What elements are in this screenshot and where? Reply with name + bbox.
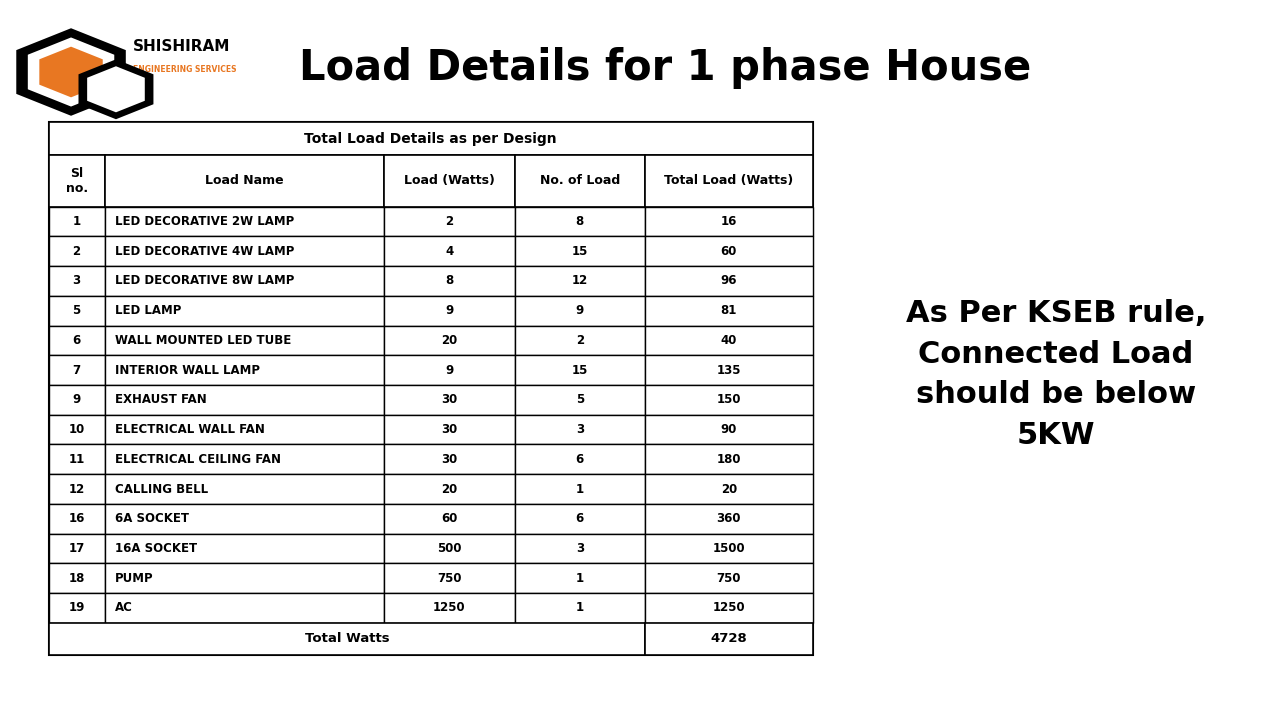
Text: 7: 7 bbox=[73, 364, 81, 377]
Text: 8: 8 bbox=[445, 274, 453, 287]
Polygon shape bbox=[28, 37, 114, 107]
Text: LED LAMP: LED LAMP bbox=[115, 304, 182, 318]
Text: 1: 1 bbox=[576, 601, 584, 614]
Text: 6A SOCKET: 6A SOCKET bbox=[115, 512, 188, 526]
Text: ELECTRICAL WALL FAN: ELECTRICAL WALL FAN bbox=[115, 423, 265, 436]
Polygon shape bbox=[78, 59, 154, 120]
Text: 2: 2 bbox=[445, 215, 453, 228]
Text: 1250: 1250 bbox=[433, 601, 466, 614]
Text: 90: 90 bbox=[721, 423, 737, 436]
Text: WALL MOUNTED LED TUBE: WALL MOUNTED LED TUBE bbox=[115, 334, 291, 347]
Text: As Per KSEB rule,
Connected Load
should be below
5KW: As Per KSEB rule, Connected Load should … bbox=[906, 299, 1206, 450]
Text: 500: 500 bbox=[436, 542, 462, 555]
Text: 16A SOCKET: 16A SOCKET bbox=[115, 542, 197, 555]
Polygon shape bbox=[40, 47, 102, 97]
Text: LED DECORATIVE 2W LAMP: LED DECORATIVE 2W LAMP bbox=[115, 215, 294, 228]
Text: 1: 1 bbox=[73, 215, 81, 228]
Text: 1: 1 bbox=[576, 572, 584, 585]
Text: 1500: 1500 bbox=[713, 542, 745, 555]
Text: 12: 12 bbox=[68, 482, 84, 495]
Text: 16: 16 bbox=[68, 512, 84, 526]
Text: 11: 11 bbox=[68, 453, 84, 466]
Text: 135: 135 bbox=[717, 364, 741, 377]
Text: 360: 360 bbox=[717, 512, 741, 526]
Text: 30: 30 bbox=[442, 423, 457, 436]
Text: 20: 20 bbox=[442, 482, 457, 495]
Text: SHISHIRAM: SHISHIRAM bbox=[133, 39, 230, 54]
Text: 2: 2 bbox=[73, 245, 81, 258]
Text: No. of Load: No. of Load bbox=[540, 174, 620, 187]
Text: 12: 12 bbox=[572, 274, 588, 287]
Text: LED DECORATIVE 4W LAMP: LED DECORATIVE 4W LAMP bbox=[115, 245, 294, 258]
Text: 20: 20 bbox=[721, 482, 737, 495]
Text: 60: 60 bbox=[442, 512, 457, 526]
Text: 30: 30 bbox=[442, 453, 457, 466]
Text: 18: 18 bbox=[68, 572, 84, 585]
Text: 8: 8 bbox=[576, 215, 584, 228]
Text: 60: 60 bbox=[721, 245, 737, 258]
Text: 19: 19 bbox=[68, 601, 84, 614]
Text: 9: 9 bbox=[445, 364, 453, 377]
Text: 750: 750 bbox=[717, 572, 741, 585]
Text: 81: 81 bbox=[721, 304, 737, 318]
Text: Total Load (Watts): Total Load (Watts) bbox=[664, 174, 794, 187]
Text: 6: 6 bbox=[576, 512, 584, 526]
Text: 15: 15 bbox=[572, 364, 588, 377]
Text: Sl
no.: Sl no. bbox=[65, 167, 87, 194]
Text: 180: 180 bbox=[717, 453, 741, 466]
Text: 1250: 1250 bbox=[713, 601, 745, 614]
Text: 3: 3 bbox=[73, 274, 81, 287]
Text: 17: 17 bbox=[68, 542, 84, 555]
Text: 4728: 4728 bbox=[710, 632, 748, 646]
Text: 16: 16 bbox=[721, 215, 737, 228]
Text: 6: 6 bbox=[576, 453, 584, 466]
Text: 40: 40 bbox=[721, 334, 737, 347]
Text: 5: 5 bbox=[73, 304, 81, 318]
Text: 96: 96 bbox=[721, 274, 737, 287]
Text: EXHAUST FAN: EXHAUST FAN bbox=[115, 393, 206, 406]
Text: PUMP: PUMP bbox=[115, 572, 154, 585]
Text: 20: 20 bbox=[442, 334, 457, 347]
Text: 3: 3 bbox=[576, 423, 584, 436]
Text: 9: 9 bbox=[576, 304, 584, 318]
Text: 2: 2 bbox=[576, 334, 584, 347]
Text: Total Load Details as per Design: Total Load Details as per Design bbox=[305, 132, 557, 145]
Text: 5: 5 bbox=[576, 393, 584, 406]
Text: AC: AC bbox=[115, 601, 133, 614]
Text: 10: 10 bbox=[68, 423, 84, 436]
Text: 30: 30 bbox=[442, 393, 457, 406]
Text: Load (Watts): Load (Watts) bbox=[404, 174, 495, 187]
Text: 6: 6 bbox=[73, 334, 81, 347]
Text: 9: 9 bbox=[73, 393, 81, 406]
Text: 15: 15 bbox=[572, 245, 588, 258]
Text: 1: 1 bbox=[576, 482, 584, 495]
Text: INTERIOR WALL LAMP: INTERIOR WALL LAMP bbox=[115, 364, 260, 377]
Polygon shape bbox=[87, 66, 145, 112]
Text: 750: 750 bbox=[436, 572, 462, 585]
Text: 150: 150 bbox=[717, 393, 741, 406]
Text: 9: 9 bbox=[445, 304, 453, 318]
Text: 4: 4 bbox=[445, 245, 453, 258]
Text: LED DECORATIVE 8W LAMP: LED DECORATIVE 8W LAMP bbox=[115, 274, 294, 287]
Text: Load Details for 1 phase House: Load Details for 1 phase House bbox=[300, 48, 1032, 89]
Text: 3: 3 bbox=[576, 542, 584, 555]
Polygon shape bbox=[17, 28, 125, 116]
Text: Load Name: Load Name bbox=[205, 174, 284, 187]
Text: Total Watts: Total Watts bbox=[305, 632, 389, 646]
Text: CALLING BELL: CALLING BELL bbox=[115, 482, 207, 495]
Text: ELECTRICAL CEILING FAN: ELECTRICAL CEILING FAN bbox=[115, 453, 280, 466]
Text: ENGINEERING SERVICES: ENGINEERING SERVICES bbox=[133, 66, 236, 74]
